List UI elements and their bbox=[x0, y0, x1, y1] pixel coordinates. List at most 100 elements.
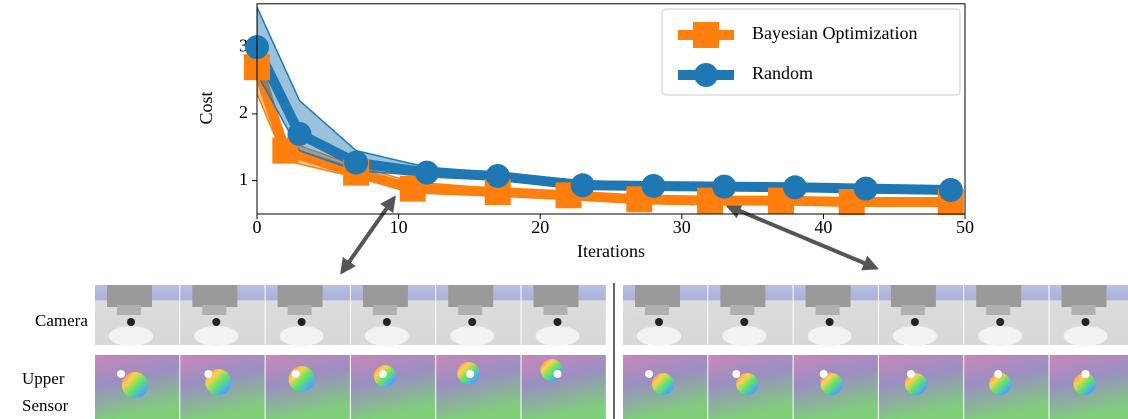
sensor-body bbox=[978, 326, 1023, 346]
sensor-body bbox=[892, 326, 937, 346]
ball bbox=[655, 318, 663, 326]
x-tick-label: 40 bbox=[814, 217, 832, 237]
marker bbox=[641, 173, 666, 198]
sensor-body bbox=[279, 326, 324, 346]
gripper bbox=[107, 285, 152, 307]
x-tick-label: 10 bbox=[390, 217, 408, 237]
ball bbox=[740, 318, 749, 326]
ball bbox=[122, 372, 148, 398]
sensor-image bbox=[521, 355, 606, 419]
ball bbox=[825, 318, 834, 326]
ball bbox=[553, 318, 562, 326]
ball bbox=[996, 318, 1005, 326]
contact-dot bbox=[378, 370, 387, 378]
ball bbox=[212, 318, 221, 326]
legend-marker bbox=[693, 22, 719, 48]
ball bbox=[1081, 318, 1090, 326]
contact-dot bbox=[117, 370, 125, 378]
row-label: Camera bbox=[35, 311, 88, 330]
marker bbox=[287, 121, 312, 146]
ball bbox=[989, 373, 1012, 395]
contact-dot bbox=[819, 370, 828, 378]
y-tick-label: 1 bbox=[239, 169, 248, 189]
gripper bbox=[890, 285, 936, 307]
gripper bbox=[720, 285, 766, 307]
ball bbox=[820, 373, 843, 395]
gripper bbox=[645, 305, 669, 315]
sensor-body bbox=[637, 326, 681, 346]
contact-dot bbox=[553, 370, 562, 378]
plot-frame bbox=[256, 3, 966, 215]
gripper bbox=[635, 285, 680, 307]
marker bbox=[712, 174, 737, 199]
row-label: Upper Sensor bbox=[22, 369, 69, 415]
marker bbox=[344, 150, 369, 175]
sensor-body bbox=[364, 326, 409, 346]
gripper bbox=[192, 285, 238, 307]
marker bbox=[570, 173, 595, 198]
sensor-image bbox=[436, 355, 521, 419]
ball bbox=[297, 318, 306, 326]
gripper bbox=[202, 305, 227, 315]
ball bbox=[288, 366, 315, 392]
sensor-body bbox=[1063, 326, 1108, 346]
ball bbox=[1073, 373, 1096, 395]
arrow bbox=[725, 203, 879, 271]
marker bbox=[414, 160, 439, 185]
ball bbox=[468, 318, 477, 326]
marker bbox=[783, 175, 808, 200]
arrow bbox=[340, 195, 396, 275]
gripper bbox=[1071, 305, 1096, 315]
sensor-body bbox=[450, 326, 495, 346]
gripper bbox=[458, 305, 483, 315]
contact-dot bbox=[204, 370, 213, 378]
gripper bbox=[543, 305, 568, 315]
contact-dot bbox=[732, 370, 741, 378]
ball bbox=[910, 318, 919, 326]
sensor-body bbox=[109, 326, 153, 346]
sensor-body bbox=[194, 326, 239, 346]
gripper bbox=[976, 285, 1022, 307]
ball bbox=[904, 373, 927, 395]
y-tick-label: 3 bbox=[239, 35, 248, 55]
gripper bbox=[1061, 285, 1107, 307]
contact-dot bbox=[906, 370, 915, 378]
contact-dot bbox=[994, 370, 1003, 378]
marker bbox=[485, 163, 510, 188]
sensor-body bbox=[722, 326, 767, 346]
gripper bbox=[815, 305, 840, 315]
x-tick-label: 20 bbox=[531, 217, 549, 237]
gripper bbox=[372, 305, 397, 315]
gripper bbox=[287, 305, 312, 315]
gripper bbox=[986, 305, 1011, 315]
gripper bbox=[448, 285, 494, 307]
gripper bbox=[730, 305, 755, 315]
marker bbox=[938, 177, 963, 202]
gripper bbox=[117, 305, 141, 315]
legend-label: Bayesian Optimization bbox=[752, 23, 917, 43]
ball bbox=[382, 318, 391, 326]
x-axis-label: Iterations bbox=[577, 241, 645, 261]
gripper bbox=[805, 285, 851, 307]
contact-dot bbox=[645, 370, 653, 378]
ball bbox=[736, 373, 759, 395]
contact-dot bbox=[466, 370, 475, 378]
sensor-body bbox=[535, 326, 580, 346]
contact-dot bbox=[1081, 370, 1090, 378]
gripper bbox=[362, 285, 408, 307]
sensor-image bbox=[350, 355, 436, 419]
gripper bbox=[533, 285, 579, 307]
gripper bbox=[900, 305, 925, 315]
sensor-body bbox=[807, 326, 852, 346]
gripper bbox=[277, 285, 323, 307]
x-tick-label: 50 bbox=[956, 217, 974, 237]
y-axis-label: Cost bbox=[196, 91, 216, 124]
marker bbox=[853, 176, 878, 201]
ball bbox=[540, 359, 563, 381]
legend-box bbox=[661, 8, 961, 96]
ball bbox=[652, 373, 674, 395]
x-tick-label: 0 bbox=[253, 217, 262, 237]
x-tick-label: 30 bbox=[673, 217, 691, 237]
